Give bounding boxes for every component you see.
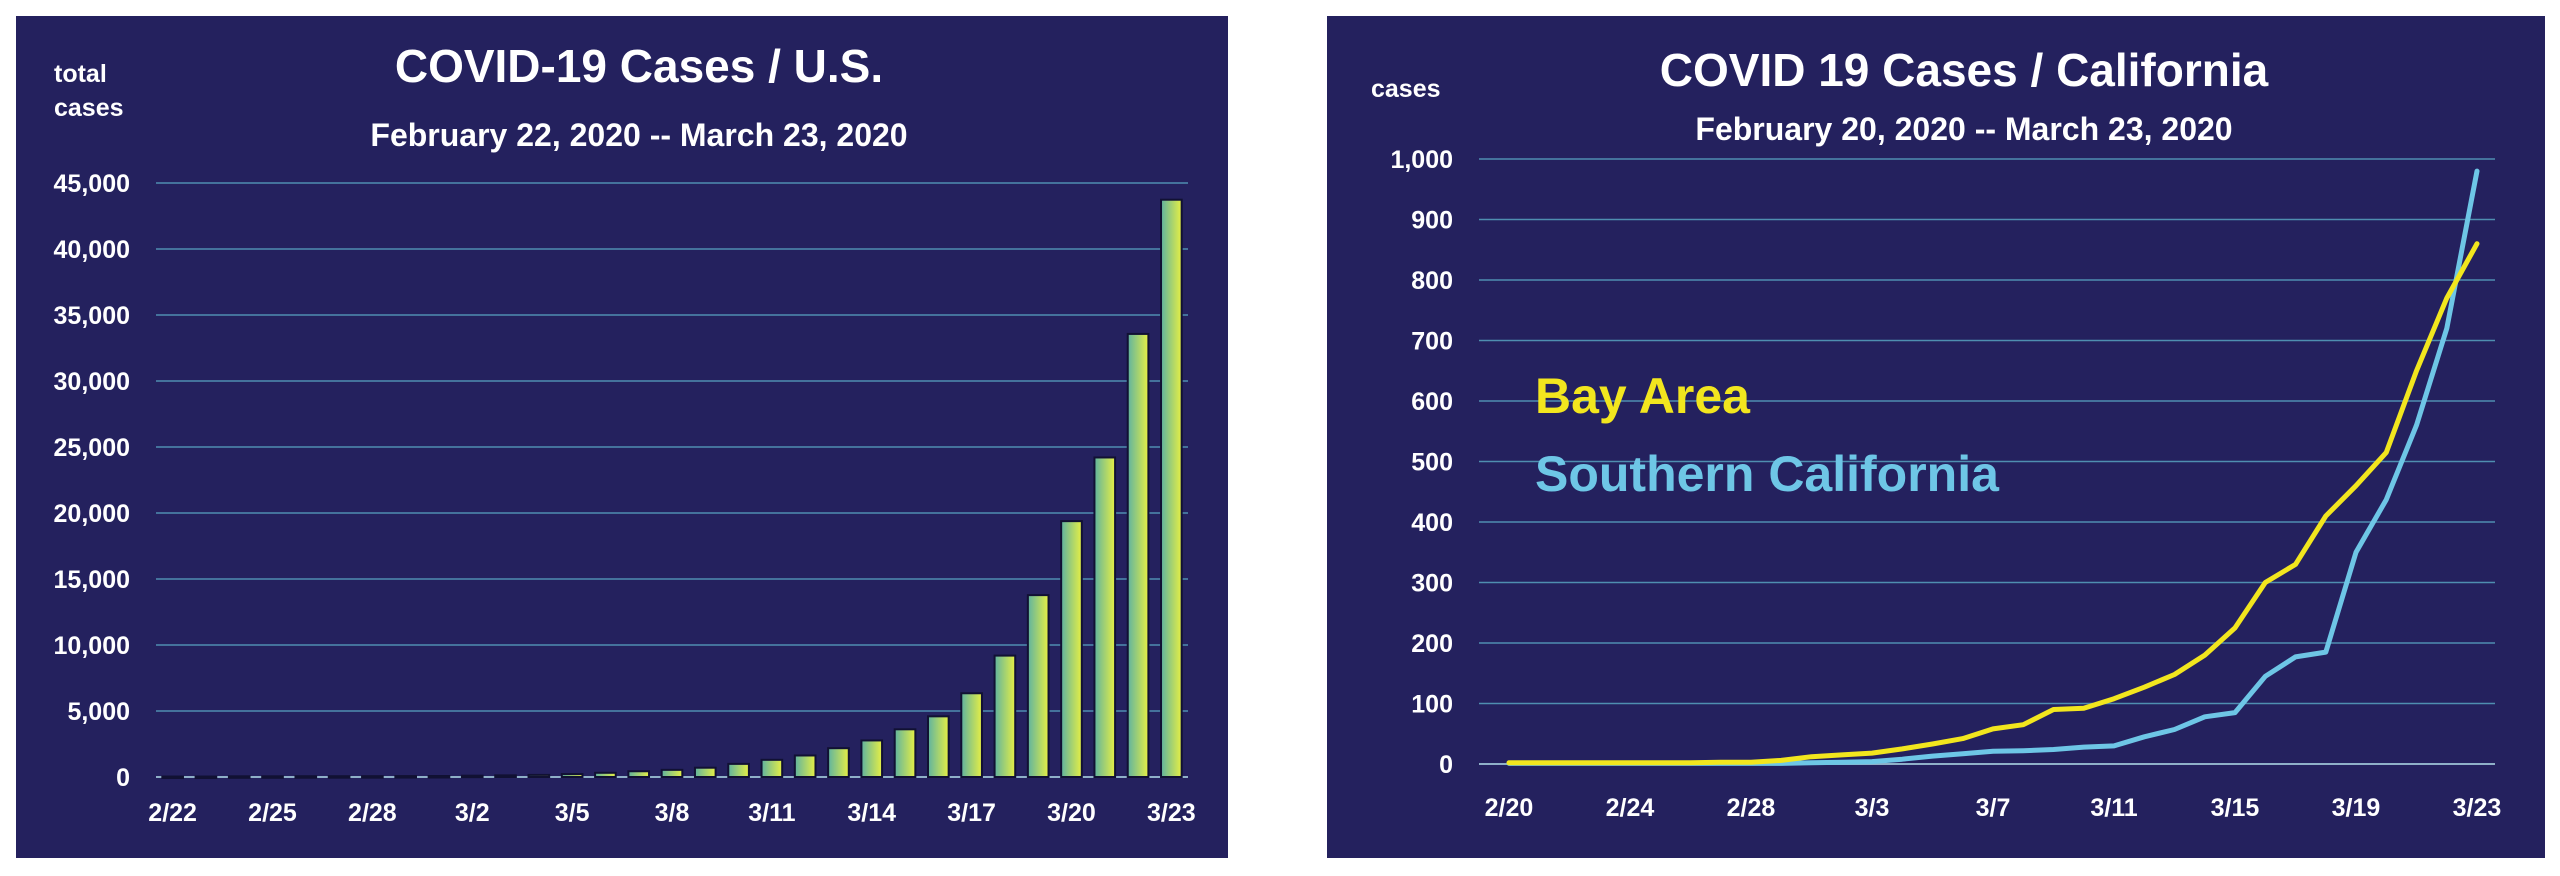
series-line-bay-area	[1506, 241, 2480, 766]
y-tick-label: 200	[1411, 630, 1453, 658]
x-tick-label: 3/23	[2453, 794, 2502, 822]
y-axis-label-line-1: total	[54, 60, 107, 88]
y-tick-label: 5,000	[67, 698, 130, 726]
bar-2/23	[194, 775, 218, 780]
x-tick-label: 2/28	[1727, 794, 1776, 822]
y-tick-label: 30,000	[54, 368, 130, 396]
bar-3/20	[1060, 520, 1083, 779]
y-tick-label: 900	[1411, 207, 1453, 235]
x-tick-label: 3/8	[655, 799, 690, 827]
bar-2/25	[261, 775, 284, 779]
bar-3/11	[760, 758, 784, 778]
y-tick-label: 600	[1411, 388, 1453, 416]
y-tick-label: 35,000	[54, 302, 130, 330]
chart-title: COVID-19 Cases / U.S.	[395, 40, 883, 92]
x-tick-label: 3/11	[2090, 794, 2137, 822]
legend-southern-california: Southern California	[1535, 446, 2000, 502]
x-tick-label: 3/14	[847, 799, 896, 827]
y-tick-label: 40,000	[54, 236, 130, 264]
bar-3/15	[893, 728, 917, 779]
x-tick-label: 3/5	[555, 799, 590, 827]
y-tick-label: 700	[1411, 328, 1453, 356]
x-tick-label: 2/20	[1485, 794, 1534, 822]
bar-3/16	[927, 715, 950, 779]
bar-3/13	[827, 747, 850, 778]
bars	[161, 198, 1183, 780]
bar-3/5	[560, 773, 584, 779]
x-tick-label: 3/3	[1855, 794, 1890, 822]
bar-3/2	[460, 774, 484, 779]
y-tick-label: 10,000	[54, 632, 130, 660]
us-cases-bar-chart: COVID-19 Cases / U.S. February 22, 2020 …	[54, 40, 1196, 827]
x-axis-ticks: 2/22 2/25 2/28 3/2 3/5 3/8 3/11 3/14 3/17 3/20 3/2…	[148, 799, 1195, 827]
chart-title: COVID 19 Cases / California	[1660, 44, 2269, 96]
x-tick-label: 3/15	[2211, 794, 2260, 822]
bar-3/23	[1160, 198, 1183, 779]
y-axis-label-line-2: cases	[54, 94, 124, 122]
chart-subtitle: February 20, 2020 -- March 23, 2020	[1695, 111, 2232, 147]
bar-3/9	[693, 766, 717, 779]
bar-3/4	[527, 773, 551, 779]
x-tick-label: 2/22	[148, 799, 197, 827]
y-tick-label: 400	[1411, 509, 1453, 537]
bar-2/29	[394, 775, 417, 779]
y-axis-ticks: 0 100 200 300 400 500 600 700 800 900 1,000	[1390, 146, 1453, 779]
bar-3/22	[1126, 332, 1150, 778]
bar-2/28	[361, 775, 384, 779]
x-tick-label: 3/11	[748, 799, 795, 827]
bar-3/3	[494, 774, 517, 779]
y-tick-label: 0	[116, 764, 130, 792]
gridlines	[156, 182, 1188, 778]
bar-2/27	[327, 775, 351, 779]
y-tick-label: 25,000	[54, 434, 130, 462]
y-tick-label: 500	[1411, 449, 1453, 477]
y-tick-label: 20,000	[54, 500, 130, 528]
y-axis-label: cases	[1371, 75, 1441, 103]
california-cases-line-chart: COVID 19 Cases / California February 20,…	[1371, 44, 2502, 822]
series-lines	[1506, 168, 2480, 766]
bar-3/7	[627, 770, 651, 778]
california-cases-chart-panel: COVID 19 Cases / California February 20,…	[1327, 16, 2545, 858]
y-tick-label: 45,000	[54, 170, 130, 198]
bar-3/8	[660, 768, 684, 779]
bar-3/21	[1093, 456, 1117, 778]
bar-3/18	[993, 654, 1017, 779]
x-tick-label: 3/2	[455, 799, 490, 827]
bar-2/24	[227, 775, 251, 779]
x-tick-label: 2/24	[1606, 794, 1655, 822]
y-axis-ticks: 0 5,000 10,000 15,000 20,000 25,000 30,000 35,0…	[54, 170, 130, 792]
y-tick-label: 15,000	[54, 566, 130, 594]
x-tick-label: 3/19	[2332, 794, 2381, 822]
bar-3/1	[427, 775, 451, 779]
y-tick-label: 1,000	[1390, 146, 1453, 174]
y-tick-label: 800	[1411, 267, 1453, 295]
bar-3/6	[594, 771, 617, 778]
bar-3/17	[960, 692, 983, 779]
x-tick-label: 2/25	[248, 799, 297, 827]
bar-3/12	[793, 754, 817, 779]
bar-3/10	[727, 762, 750, 779]
x-tick-label: 3/17	[947, 799, 996, 827]
bar-2/22	[161, 775, 184, 780]
y-tick-label: 0	[1439, 751, 1453, 779]
y-tick-label: 100	[1411, 691, 1453, 719]
x-tick-label: 3/7	[1976, 794, 2011, 822]
bar-3/19	[1026, 594, 1050, 778]
x-tick-label: 3/23	[1147, 799, 1196, 827]
bar-3/14	[860, 739, 884, 778]
x-axis-ticks: 2/20 2/24 2/28 3/3 3/7 3/11 3/15 3/19 3/23	[1485, 794, 2502, 822]
bar-2/26	[294, 775, 318, 779]
legend-bay-area: Bay Area	[1535, 368, 1751, 424]
chart-subtitle: February 22, 2020 -- March 23, 2020	[370, 117, 907, 153]
us-cases-chart-panel: COVID-19 Cases / U.S. February 22, 2020 …	[16, 16, 1228, 858]
x-tick-label: 3/20	[1047, 799, 1096, 827]
y-tick-label: 300	[1411, 570, 1453, 598]
x-tick-label: 2/28	[348, 799, 397, 827]
